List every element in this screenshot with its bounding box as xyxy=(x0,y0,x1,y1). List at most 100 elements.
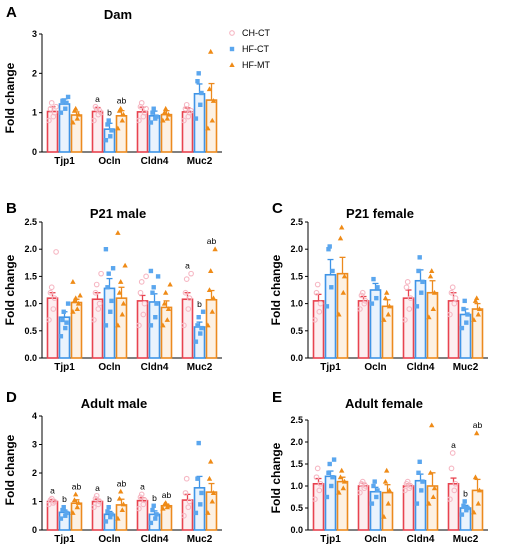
data-point xyxy=(51,109,58,116)
data-point xyxy=(205,322,211,328)
data-point xyxy=(406,306,413,312)
data-point xyxy=(106,505,111,510)
data-point xyxy=(155,274,161,279)
x-tick-label: Tjp1 xyxy=(54,534,75,545)
data-point xyxy=(148,268,154,274)
x-tick-label: Muc2 xyxy=(187,534,213,545)
data-point xyxy=(47,105,54,112)
data-point xyxy=(339,224,345,230)
data-point xyxy=(105,509,110,514)
y-tick-label: 3 xyxy=(32,29,37,39)
data-point xyxy=(447,311,453,318)
data-point xyxy=(465,505,470,511)
data-point xyxy=(103,323,109,328)
data-point xyxy=(195,323,200,328)
data-point xyxy=(160,117,166,123)
data-point xyxy=(206,475,213,481)
data-point xyxy=(154,114,159,119)
data-point xyxy=(461,306,466,312)
data-point xyxy=(109,128,114,133)
data-point xyxy=(108,134,113,139)
data-point xyxy=(357,306,363,312)
data-point xyxy=(188,107,194,114)
data-point xyxy=(429,268,435,273)
x-tick-label: Tjp1 xyxy=(320,534,341,545)
data-point xyxy=(199,90,204,96)
x-tick-label: Cldn4 xyxy=(141,534,169,545)
bar xyxy=(115,297,128,359)
data-point xyxy=(316,308,323,315)
panel-letter: B xyxy=(6,200,17,217)
data-point xyxy=(427,470,434,475)
data-point xyxy=(188,270,194,277)
data-point xyxy=(138,491,145,498)
y-tick-label: 0.0 xyxy=(290,353,303,363)
data-point xyxy=(161,109,168,115)
data-point xyxy=(210,295,217,301)
data-point xyxy=(93,492,100,499)
y-tick-label: 0.0 xyxy=(290,525,303,535)
data-point xyxy=(419,290,424,295)
data-point xyxy=(313,474,320,481)
data-point xyxy=(464,320,469,325)
data-point xyxy=(183,101,190,108)
chart-panel-c: C P21 female Fold change 0.0 0.5 1.0 1.5 2.0 2.5… xyxy=(269,200,488,373)
data-point xyxy=(96,300,103,307)
data-point xyxy=(93,281,100,288)
data-point xyxy=(420,279,425,285)
data-point xyxy=(340,485,346,491)
data-point xyxy=(329,483,334,489)
data-point xyxy=(116,289,123,295)
data-point xyxy=(48,99,55,106)
data-point xyxy=(60,507,65,513)
data-point xyxy=(472,298,479,303)
data-point xyxy=(198,331,203,336)
data-point xyxy=(205,510,211,515)
data-point xyxy=(120,111,127,117)
data-point xyxy=(382,295,389,301)
data-point xyxy=(417,255,422,260)
data-point xyxy=(109,298,114,304)
significance-letter: ab xyxy=(473,420,483,430)
data-point xyxy=(143,273,149,280)
bar xyxy=(357,485,370,531)
data-point xyxy=(382,478,389,484)
data-point xyxy=(430,494,436,499)
data-point xyxy=(476,306,483,312)
data-point xyxy=(451,300,458,307)
data-point xyxy=(330,268,335,274)
x-tick-label: Ocln xyxy=(364,362,386,373)
data-point xyxy=(92,495,99,502)
data-point xyxy=(71,298,78,303)
data-point xyxy=(58,334,64,339)
data-point xyxy=(312,317,318,323)
data-point xyxy=(337,474,344,480)
y-tick-label: 0.5 xyxy=(24,326,37,336)
data-point xyxy=(75,300,82,306)
data-point xyxy=(403,284,410,291)
data-point xyxy=(46,317,52,323)
legend-marker xyxy=(229,46,235,52)
data-point xyxy=(206,86,213,92)
data-point xyxy=(115,322,121,328)
data-point xyxy=(115,230,121,235)
data-point xyxy=(336,489,342,495)
chart-panel-b: B P21 male Fold change 0.0 0.5 1.0 1.5 2.0 2.5 Tj… xyxy=(3,200,222,373)
bar xyxy=(148,301,161,359)
y-tick-label: 1 xyxy=(32,497,37,507)
data-point xyxy=(449,284,456,291)
data-point xyxy=(165,306,172,312)
data-point xyxy=(181,117,187,124)
data-point xyxy=(429,422,435,428)
y-tick-label: 2.0 xyxy=(290,244,303,254)
data-point xyxy=(195,476,200,481)
data-point xyxy=(65,94,71,100)
significance-letter: a xyxy=(50,486,55,496)
bar xyxy=(193,92,206,153)
data-point xyxy=(426,500,432,506)
data-point xyxy=(430,306,436,312)
data-point xyxy=(326,247,331,252)
x-tick-label: Tjp1 xyxy=(54,362,75,373)
significance-letter: ab xyxy=(72,481,82,491)
data-point xyxy=(160,322,166,328)
